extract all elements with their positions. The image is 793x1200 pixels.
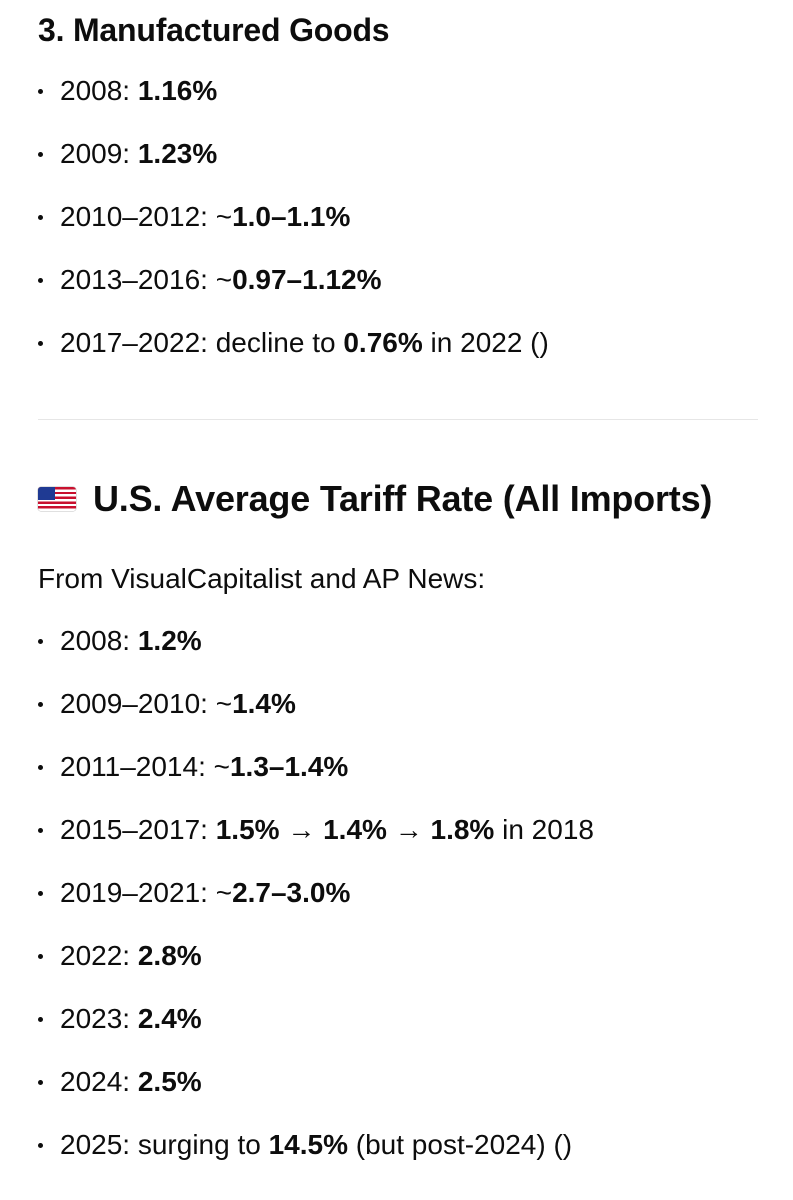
list-item: 2022: 2.8% bbox=[38, 939, 758, 973]
bullet-icon bbox=[38, 954, 43, 959]
list-item: 2008: 1.16% bbox=[38, 74, 758, 108]
bullet-icon bbox=[38, 765, 43, 770]
list-item: 2011–2014: ~1.3–1.4% bbox=[38, 750, 758, 784]
source-intro: From VisualCapitalist and AP News: bbox=[38, 563, 486, 594]
manufactured-goods-list: 2008: 1.16% 2009: 1.23% 2010–2012: ~1.0–… bbox=[38, 74, 758, 360]
bullet-icon bbox=[38, 1080, 43, 1085]
list-item: 2009: 1.23% bbox=[38, 137, 758, 171]
tariff-rate-list: 2008: 1.2% 2009–2010: ~1.4% 2011–2014: ~… bbox=[38, 624, 758, 1162]
list-item: 2015–2017: 1.5% → 1.4% → 1.8% in 2018 bbox=[38, 813, 758, 847]
list-item: 2008: 1.2% bbox=[38, 624, 758, 658]
section-divider bbox=[38, 419, 758, 420]
bullet-icon bbox=[38, 1143, 43, 1148]
bullet-icon bbox=[38, 891, 43, 896]
bullet-icon bbox=[38, 639, 43, 644]
bullet-icon bbox=[38, 215, 43, 220]
bullet-icon bbox=[38, 702, 43, 707]
bullet-icon bbox=[38, 278, 43, 283]
bullet-icon bbox=[38, 828, 43, 833]
bullet-icon bbox=[38, 89, 43, 94]
tariff-rate-heading: U.S. Average Tariff Rate (All Imports) bbox=[38, 476, 758, 522]
list-item: 2010–2012: ~1.0–1.1% bbox=[38, 200, 758, 234]
bullet-icon bbox=[38, 1017, 43, 1022]
manufactured-goods-heading: 3. Manufactured Goods bbox=[38, 12, 390, 48]
list-item: 2009–2010: ~1.4% bbox=[38, 687, 758, 721]
tariff-rate-title: U.S. Average Tariff Rate (All Imports) bbox=[93, 478, 713, 519]
list-item: 2024: 2.5% bbox=[38, 1065, 758, 1099]
us-flag-icon bbox=[38, 487, 76, 511]
bullet-icon bbox=[38, 152, 43, 157]
list-item: 2013–2016: ~0.97–1.12% bbox=[38, 263, 758, 297]
document-content: 3. Manufactured Goods 2008: 1.16% 2009: … bbox=[38, 0, 758, 1162]
list-item: 2019–2021: ~2.7–3.0% bbox=[38, 876, 758, 910]
list-item: 2017–2022: decline to 0.76% in 2022 () bbox=[38, 326, 758, 360]
list-item: 2023: 2.4% bbox=[38, 1002, 758, 1036]
list-item: 2025: surging to 14.5% (but post-2024) (… bbox=[38, 1128, 758, 1162]
bullet-icon bbox=[38, 341, 43, 346]
